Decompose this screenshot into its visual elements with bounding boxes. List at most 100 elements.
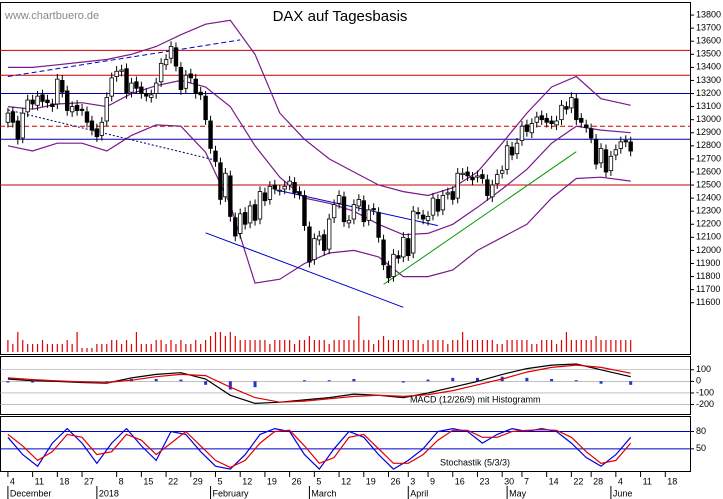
candle-body xyxy=(549,120,554,124)
candle-body xyxy=(50,103,55,107)
candle-body xyxy=(574,98,579,121)
x-tick-label: 4 xyxy=(10,476,15,486)
volume-bar xyxy=(175,344,177,352)
volume-bar xyxy=(417,340,419,352)
volume-bar xyxy=(249,340,251,352)
volume-bar xyxy=(457,340,459,352)
candle-body xyxy=(247,205,253,224)
volume-bar xyxy=(551,340,553,352)
volume-bar xyxy=(313,340,315,352)
candle-body xyxy=(534,116,539,123)
histogram-bar xyxy=(204,381,208,385)
y-tick-label: 11700 xyxy=(696,284,720,294)
volume-bar xyxy=(432,340,434,352)
candle-body xyxy=(588,128,594,139)
y-tick-label: 12000 xyxy=(696,245,721,255)
y-tick-label: 12800 xyxy=(696,140,721,150)
x-tick-label: 4 xyxy=(618,476,623,486)
volume-bar xyxy=(442,340,444,352)
candle-body xyxy=(485,179,490,196)
candle-body xyxy=(608,155,614,172)
x-tick-label: 3 xyxy=(410,476,415,486)
candle-body xyxy=(89,120,95,131)
candle-body xyxy=(287,180,292,186)
y-tick-label: -100 xyxy=(696,387,714,397)
indicator-line xyxy=(7,427,632,471)
candle-body xyxy=(198,91,203,96)
candle-body xyxy=(504,145,510,170)
price-panel xyxy=(0,2,691,355)
volume-bar xyxy=(17,332,19,352)
y-tick-label: 12600 xyxy=(696,166,721,176)
x-tick-label: 15 xyxy=(143,476,153,486)
candle-body xyxy=(193,78,198,94)
volume-bar xyxy=(27,344,29,352)
bollinger-middle xyxy=(7,79,631,236)
y-tick-label: 13200 xyxy=(696,88,721,98)
candle-body xyxy=(94,128,100,138)
candle-body xyxy=(10,111,16,123)
candle-body xyxy=(163,59,169,66)
volume-bar xyxy=(407,340,409,352)
volume-bar xyxy=(397,340,399,352)
volume-bar xyxy=(565,332,568,352)
volume-bar xyxy=(195,340,197,352)
macd-panel xyxy=(0,356,691,415)
volume-bar xyxy=(91,348,93,352)
candle-body xyxy=(277,189,282,192)
month-label: June xyxy=(613,488,633,498)
y-tick-label: 12700 xyxy=(696,153,721,163)
candle-body xyxy=(267,185,273,200)
candle-body xyxy=(312,238,317,260)
x-tick-label: 27 xyxy=(84,476,94,486)
volume-bar xyxy=(427,340,429,352)
candle-body xyxy=(99,121,105,136)
candle-body xyxy=(396,255,401,259)
candle-body xyxy=(114,70,119,77)
month-label: February xyxy=(213,488,250,498)
candle-body xyxy=(272,184,278,190)
histogram-bar xyxy=(302,380,306,382)
x-tick-label: 28 xyxy=(593,476,603,486)
x-tick-label: 16 xyxy=(455,476,465,486)
trendline xyxy=(7,39,241,77)
candle-body xyxy=(445,192,451,195)
candle-body xyxy=(391,253,396,277)
volume-bar xyxy=(471,340,474,352)
candle-body xyxy=(455,172,460,199)
volume-bar xyxy=(185,344,187,352)
candle-body xyxy=(233,217,238,237)
candle-body xyxy=(322,234,327,251)
candle-body xyxy=(208,120,213,149)
histogram-bar xyxy=(599,381,603,384)
volume-bar xyxy=(165,344,167,352)
volume-bar xyxy=(486,340,488,352)
candle-body xyxy=(579,117,584,123)
volume-bar xyxy=(32,344,34,352)
trendline xyxy=(7,109,216,161)
volume-bar xyxy=(368,340,370,352)
volume-bar xyxy=(358,316,360,352)
volume-bar xyxy=(7,340,9,352)
candle-body xyxy=(346,219,352,224)
candle-body xyxy=(351,204,357,220)
volume-bar xyxy=(491,340,493,352)
candle-body xyxy=(628,141,633,152)
histogram-bar xyxy=(451,377,455,382)
x-tick-label: 14 xyxy=(549,476,559,486)
candle-body xyxy=(490,184,495,198)
candle-body xyxy=(302,195,307,226)
volume-bar xyxy=(135,332,138,352)
volume-bar xyxy=(150,344,152,352)
volume-bar xyxy=(224,336,226,352)
candle-body xyxy=(366,209,371,221)
candle-body xyxy=(35,95,40,106)
volume-bar xyxy=(116,340,118,352)
candle-body xyxy=(129,82,134,93)
volume-bar xyxy=(506,340,508,352)
candle-body xyxy=(238,213,243,234)
histogram-bar xyxy=(179,379,183,382)
y-tick-label: 13500 xyxy=(696,49,721,59)
candle-body xyxy=(361,200,366,223)
